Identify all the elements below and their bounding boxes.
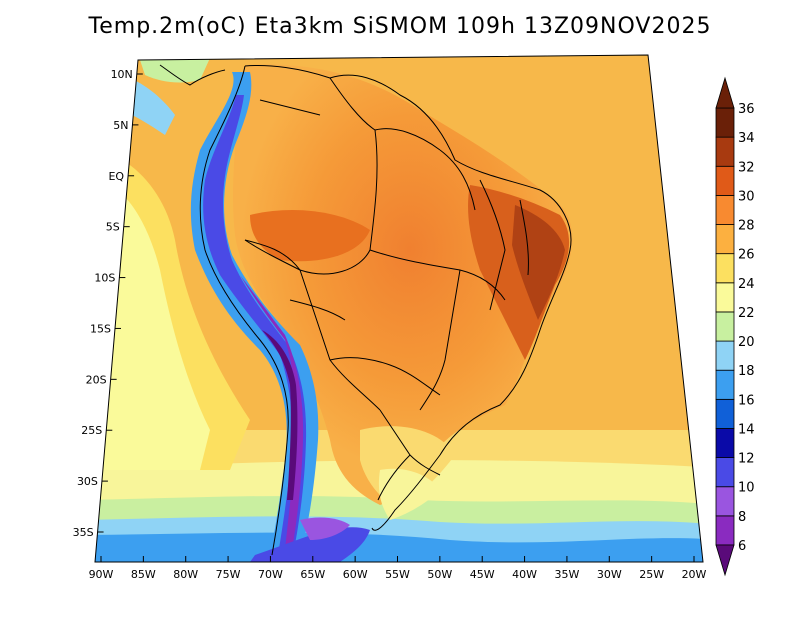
colorbar-label: 26 (738, 248, 755, 263)
lon-label: 25W (639, 568, 664, 581)
lat-label: 25S (81, 424, 102, 437)
colorbar-label: 18 (738, 364, 755, 379)
lon-label: 75W (216, 568, 241, 581)
colorbar: 6 8 10 12 14 16 18 20 22 24 26 28 30 32 34 36 (715, 76, 755, 577)
lon-label: 60W (343, 568, 368, 581)
lon-label: 80W (173, 568, 198, 581)
colorbar-band (715, 253, 735, 284)
colorbar-band (715, 224, 735, 255)
lon-label: 45W (470, 568, 495, 581)
colorbar-label: 14 (738, 422, 755, 437)
colorbar-max-arrow (715, 76, 735, 109)
map-frame (94, 54, 704, 563)
lat-label: 10N (111, 68, 133, 81)
lat-label: 10S (94, 272, 115, 285)
colorbar-label: 36 (738, 102, 755, 117)
lat-label: 35S (73, 526, 94, 539)
lon-label: 65W (300, 568, 325, 581)
colorbar-label: 24 (738, 277, 755, 292)
colorbar-band (715, 428, 735, 459)
temperature-field (95, 55, 703, 562)
lon-label: 70W (258, 568, 283, 581)
colorbar-band (715, 398, 735, 429)
colorbar-band (715, 165, 735, 196)
lat-label: 5S (106, 221, 120, 234)
colorbar-label: 32 (738, 160, 755, 175)
colorbar-label: 12 (738, 452, 755, 467)
colorbar-band (715, 311, 735, 342)
colorbar-label: 28 (738, 219, 755, 234)
colorbar-band (715, 282, 735, 313)
lon-label: 50W (427, 568, 452, 581)
colorbar-band (715, 340, 735, 371)
colorbar-label: 22 (738, 306, 755, 321)
colorbar-label: 34 (738, 131, 755, 146)
longitude-axis: 90W 85W 80W 75W 70W 65W 60W 55W 50W 45W 40W 35W 30W 2… (89, 556, 707, 581)
colorbar-min-arrow (715, 544, 735, 577)
lat-label: 20S (86, 373, 107, 386)
colorbar-band (715, 515, 735, 546)
colorbar-band (715, 107, 735, 138)
colorbar-label: 30 (738, 189, 755, 204)
colorbar-label: 10 (738, 481, 755, 496)
colorbar-label: 6 (738, 539, 746, 554)
colorbar-band (715, 486, 735, 517)
map-title: Temp.2m(oC) Eta3km SiSMOM 109h 13Z09NOV2… (88, 14, 712, 39)
colorbar-label: 20 (738, 335, 755, 350)
lon-label: 35W (554, 568, 579, 581)
latitude-axis: 10N 5N EQ 5S 10S 15S 20S 25S 30S 35S (73, 68, 143, 539)
lon-label: 55W (385, 568, 410, 581)
colorbar-band (715, 369, 735, 400)
lon-label: 85W (131, 568, 156, 581)
political-borders (159, 64, 572, 556)
colorbar-band (715, 194, 735, 225)
colorbar-band (715, 136, 735, 167)
lon-label: 20W (682, 568, 707, 581)
colorbar-label: 8 (738, 510, 746, 525)
lat-label: EQ (108, 170, 124, 183)
colorbar-label: 16 (738, 393, 755, 408)
lat-label: 30S (77, 475, 98, 488)
lon-label: 30W (597, 568, 622, 581)
lon-label: 40W (512, 568, 537, 581)
lon-label: 90W (89, 568, 114, 581)
lat-label: 5N (113, 119, 128, 132)
lat-label: 15S (90, 322, 111, 335)
colorbar-band (715, 457, 735, 488)
